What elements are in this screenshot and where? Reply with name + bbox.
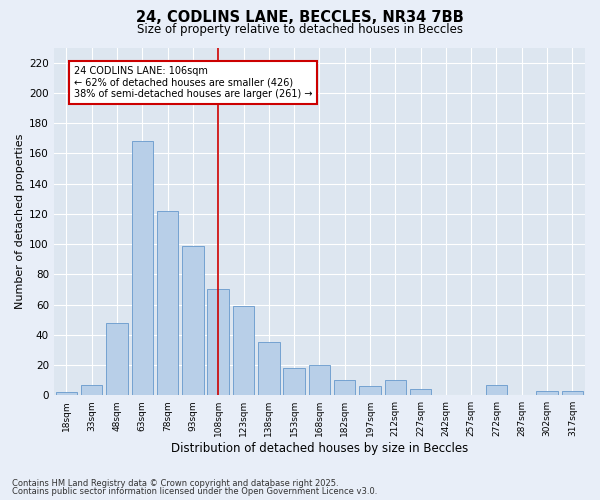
Text: 24, CODLINS LANE, BECCLES, NR34 7BB: 24, CODLINS LANE, BECCLES, NR34 7BB [136, 10, 464, 25]
Bar [233, 306, 254, 395]
Bar [486, 384, 507, 395]
Text: Contains HM Land Registry data © Crown copyright and database right 2025.: Contains HM Land Registry data © Crown c… [12, 478, 338, 488]
Bar [359, 386, 381, 395]
Bar [410, 389, 431, 395]
Text: Size of property relative to detached houses in Beccles: Size of property relative to detached ho… [137, 22, 463, 36]
Y-axis label: Number of detached properties: Number of detached properties [15, 134, 25, 309]
Text: 24 CODLINS LANE: 106sqm
← 62% of detached houses are smaller (426)
38% of semi-d: 24 CODLINS LANE: 106sqm ← 62% of detache… [74, 66, 313, 99]
Bar [334, 380, 355, 395]
Bar [283, 368, 305, 395]
Bar [56, 392, 77, 395]
Bar [81, 384, 103, 395]
X-axis label: Distribution of detached houses by size in Beccles: Distribution of detached houses by size … [171, 442, 468, 455]
Bar [208, 290, 229, 395]
Bar [157, 211, 178, 395]
Bar [562, 390, 583, 395]
Text: Contains public sector information licensed under the Open Government Licence v3: Contains public sector information licen… [12, 487, 377, 496]
Bar [258, 342, 280, 395]
Bar [182, 246, 203, 395]
Bar [131, 141, 153, 395]
Bar [308, 365, 330, 395]
Bar [536, 390, 558, 395]
Bar [385, 380, 406, 395]
Bar [106, 322, 128, 395]
